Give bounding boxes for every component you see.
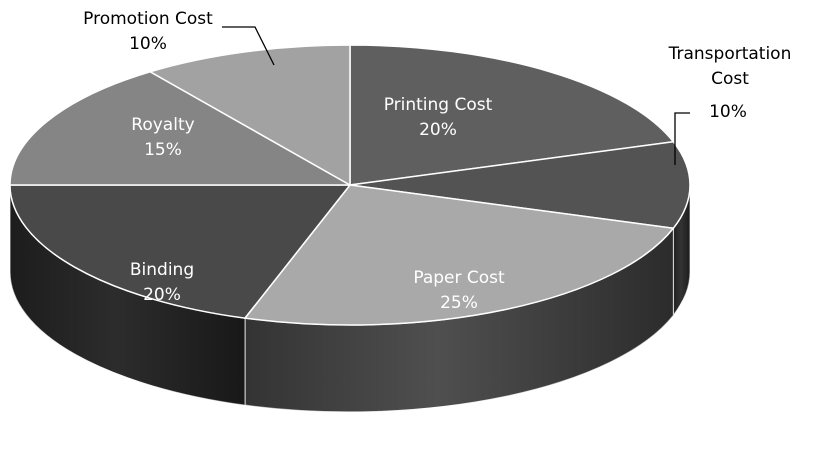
slice-label-printing-cost: Printing Cost	[384, 95, 493, 115]
slice-value-binding: 20%	[143, 285, 181, 305]
pie-slice-royalty	[9, 70, 351, 186]
pie-slice-printing-cost	[349, 44, 675, 186]
pie-side-shade-transportation-cost	[673, 185, 690, 316]
slice-value-printing-cost: 20%	[419, 120, 457, 140]
slice-labels: Printing Cost 20% Transportation Cost 10% Pap…	[83, 9, 791, 313]
pie-slice-binding	[9, 184, 351, 319]
pie-slice-paper-cost	[244, 184, 675, 326]
slice-label-promotion-cost: Promotion Cost	[83, 9, 213, 29]
leader-line-promotion-cost	[222, 26, 275, 66]
pie-top	[9, 44, 691, 326]
pie-slice-transportation-cost	[349, 140, 691, 230]
pie-sides	[9, 184, 691, 413]
slice-value-promotion-cost: 10%	[129, 34, 167, 54]
slice-value-transportation-cost: 10%	[709, 102, 747, 122]
leader-lines	[222, 26, 690, 165]
pie-slice-promotion-cost	[149, 44, 351, 186]
slice-label-transportation-cost: Transportation Cost	[668, 44, 792, 89]
slice-label-royalty: Royalty	[131, 115, 194, 135]
slice-value-paper-cost: 25%	[440, 293, 478, 313]
pie-side-shade-paper-cost	[244, 228, 674, 412]
slice-label-paper-cost: Paper Cost	[413, 268, 505, 288]
slice-value-royalty: 15%	[144, 140, 182, 160]
slice-label-binding: Binding	[130, 260, 194, 280]
pie-side-shade-binding	[10, 185, 245, 406]
leader-line-transportation-cost	[674, 112, 690, 165]
